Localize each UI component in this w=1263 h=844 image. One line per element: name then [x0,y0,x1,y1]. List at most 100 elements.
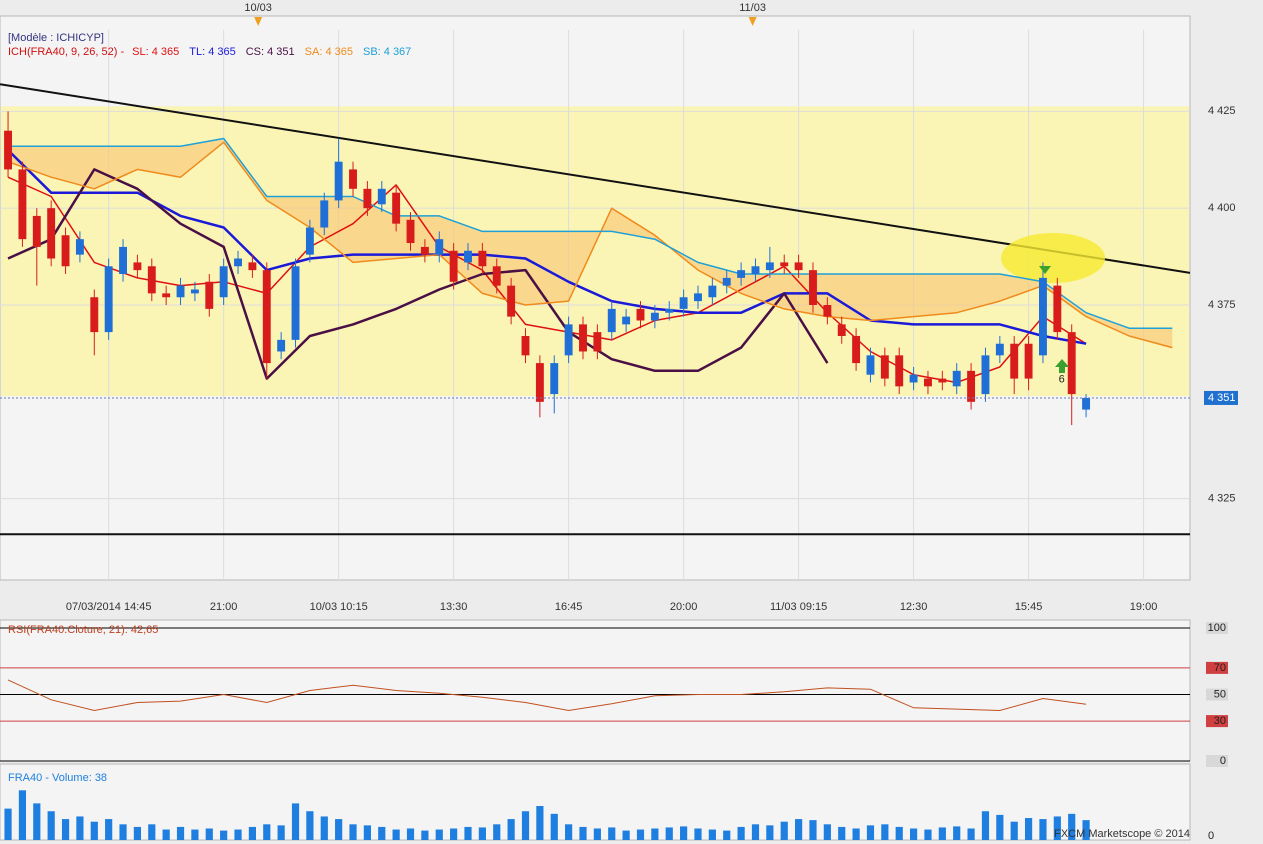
buy-arrow [1055,359,1069,373]
candle-body [579,324,587,352]
volume-bar [148,824,156,840]
candle-body [550,363,559,395]
volume-bar [622,830,630,840]
legend-entry: SL: 4 365 [132,46,179,58]
volume-bar [478,827,486,840]
credit: FXCM Marketscope © 2014 [1054,828,1190,840]
candle-body [924,378,932,387]
candle-body [334,161,343,201]
y-tick-label: 70 [1214,662,1226,674]
candle-body [909,374,918,383]
volume-bar [234,829,242,840]
volume-bar [766,825,774,840]
date-marker-label: 10/03 [244,2,272,14]
candle-body [219,266,228,298]
candle-body [967,370,976,402]
candle-body [694,293,702,302]
x-tick-label: 15:45 [1015,601,1043,613]
volume-bar [910,828,918,840]
candle-body [277,339,286,352]
tick-box [1206,715,1228,728]
volume-bar [421,830,429,840]
volume-bar [320,816,328,840]
y-tick-label: 30 [1214,715,1226,727]
volume-bar [967,828,975,840]
volume-bar [392,829,400,840]
candle-body [880,355,889,379]
candle-body [765,262,774,271]
volume-bar [723,830,731,840]
candle-body [564,324,573,356]
volume-bar [119,824,127,840]
date-marker [254,17,263,26]
volume-bar [378,826,386,840]
candle-body [507,285,516,317]
candle-body [262,270,271,364]
candle-body [650,312,659,321]
candle-body [981,355,990,395]
candle-body [622,316,631,325]
candle-body [162,293,171,298]
volume-bar [176,826,185,840]
candle-body [147,266,156,294]
candle-body [392,192,401,224]
candle-body [809,270,817,305]
candle-body [665,308,674,313]
candle-body [406,219,415,244]
volume-bar [579,826,587,840]
last-price-box [1204,390,1238,405]
volume-bar [363,825,371,840]
candle-body [176,285,185,298]
x-tick-label: 07/03/2014 14:45 [66,601,152,613]
volume-bar [435,829,443,840]
candle-body [866,355,875,375]
candle-body [722,277,731,286]
candle-body [305,227,314,255]
candle-body [377,188,386,205]
candle-body [837,324,846,336]
volume-bar [536,806,544,840]
x-tick-label: 11/03 09:15 [770,601,827,613]
plot-area [0,619,1191,762]
indicator-name: ICH(FRA40, 9, 26, 52) - [8,46,124,58]
indicator-line [7,168,829,380]
y-tick-label: 4 425 [1208,105,1236,117]
volume-bar [866,825,875,840]
candle-body [349,169,357,189]
volume-bar [61,819,70,840]
candle-body [90,297,99,333]
tick-box [1206,661,1228,674]
y-tick-label: 4 325 [1208,493,1236,505]
volume-bar [133,826,142,840]
volume-bar [924,829,932,840]
volume-bar [1024,818,1033,840]
x-tick-label: 20:00 [670,601,698,613]
overlay-layer: 4 425 4 400 4 375 4 325 07/03/2014 14:45 21:0… [0,2,1238,842]
sell-arrow [1039,266,1051,274]
candle-body [1053,285,1062,333]
volume-bar [263,824,271,840]
indicator-line [7,176,1087,384]
volume-bar [550,813,558,840]
volume-bar [90,821,98,840]
panel-title: RSI(FRA40.Cloture, 21): 42,65 [8,624,158,636]
volume-bar [881,824,889,840]
date-marker-label: 11/03 [739,2,766,14]
candle-body [234,258,242,267]
volume-bar [220,830,228,840]
candle-body [1067,332,1076,395]
volume-bar [76,816,84,840]
volume-bar [105,819,113,840]
tick-box [1206,622,1228,634]
volume-bar [737,826,745,840]
candle-body [420,246,429,255]
main-layer [0,15,1191,841]
candle-body [1024,343,1033,379]
tick-box [1206,755,1228,767]
legend-entry: CS: 4 351 [246,46,295,58]
y-tick-label: 50 [1214,688,1226,700]
candle-body [751,266,760,275]
volume-bar [680,826,688,840]
volume-bar [248,826,256,840]
x-tick-label: 10/03 10:15 [310,601,368,613]
